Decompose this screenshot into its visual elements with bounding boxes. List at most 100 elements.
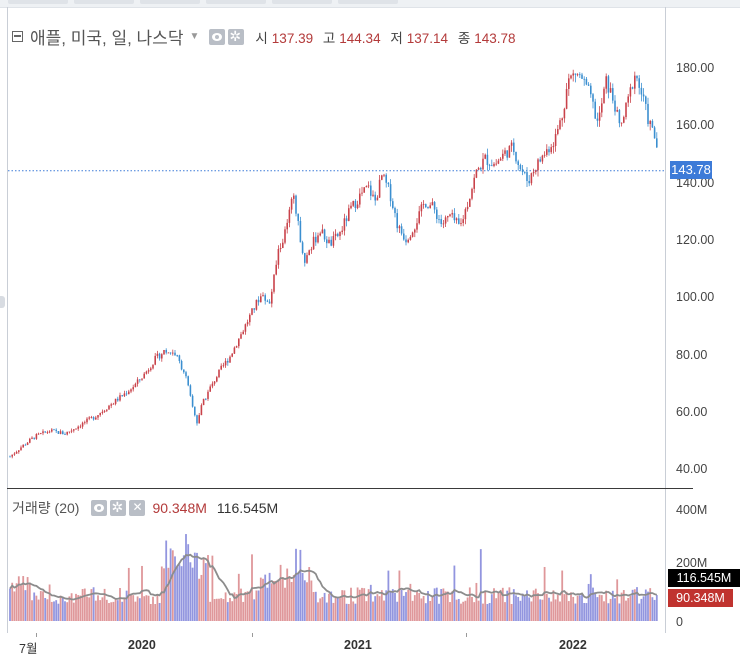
volume-bar — [154, 603, 157, 621]
candle-body — [251, 308, 253, 315]
candle-body — [150, 368, 152, 371]
volume-bar — [341, 590, 344, 621]
candle-body — [616, 110, 618, 112]
x-tick-label: 2020 — [128, 638, 156, 652]
volume-bar — [323, 592, 326, 621]
volume-bar — [653, 599, 656, 621]
candle-body — [233, 347, 236, 354]
eye-icon[interactable] — [91, 500, 108, 516]
y-tick-label: 160.00 — [676, 118, 715, 132]
gear-icon[interactable] — [110, 499, 127, 516]
candle-body — [288, 209, 291, 223]
volume-bar — [422, 596, 425, 621]
candle-body — [587, 84, 590, 86]
close-icon[interactable] — [129, 500, 146, 516]
volume-bar — [416, 591, 418, 621]
volume-bar — [178, 564, 181, 621]
candle-body — [308, 250, 310, 256]
volume-bar — [39, 591, 42, 621]
candle-body — [585, 78, 588, 85]
volume-bar — [620, 592, 623, 621]
candle-body — [163, 349, 165, 355]
volume-bar — [391, 589, 394, 621]
volume-title[interactable]: 거래량 (20) — [12, 500, 80, 516]
candle-body — [295, 195, 297, 214]
volume-bar — [589, 574, 592, 621]
volume-bar — [374, 596, 377, 621]
candle-body — [486, 154, 489, 165]
volume-bar — [33, 592, 36, 621]
volume-bar — [651, 597, 654, 621]
volume-bar — [134, 601, 137, 621]
volume-bar — [616, 579, 619, 621]
pane-separator[interactable] — [7, 488, 693, 489]
volume-bar — [119, 588, 121, 621]
candle-body — [645, 96, 647, 104]
candle-body — [319, 233, 321, 236]
volume-bar — [328, 593, 330, 621]
candle-body — [277, 249, 280, 265]
close-label: 종 — [457, 30, 471, 46]
chevron-down-icon[interactable]: ▼ — [189, 31, 200, 42]
volume-bar — [229, 597, 231, 621]
candle-body — [240, 334, 242, 339]
candle-body — [607, 76, 610, 93]
candle-body — [579, 74, 581, 76]
volume-bar — [213, 599, 216, 621]
gear-icon[interactable] — [228, 28, 245, 45]
top-tab[interactable] — [338, 0, 398, 4]
candle-body — [161, 354, 163, 359]
top-tab[interactable] — [272, 0, 332, 4]
volume-bar — [13, 591, 16, 621]
candle-body — [480, 167, 482, 170]
collapse-icon[interactable] — [12, 31, 23, 42]
candle-body — [73, 429, 75, 431]
volume-bar — [455, 599, 458, 621]
volume-bar — [534, 588, 537, 621]
candle-body — [473, 177, 475, 189]
side-resize-handle[interactable] — [0, 296, 5, 308]
volume-bar — [361, 587, 363, 621]
candle-body — [117, 398, 119, 401]
x-tick-label: 2022 — [559, 638, 587, 652]
candle-body — [176, 355, 178, 356]
close-value: 143.78 — [474, 30, 516, 46]
symbol-title[interactable]: 애플, 미국, 일, 나스닥 — [30, 29, 184, 48]
candle-body — [134, 383, 137, 388]
volume-bar — [303, 580, 306, 621]
volume-bar — [655, 595, 658, 621]
candle-body — [638, 78, 640, 88]
candle-body — [596, 118, 599, 121]
candle-body — [242, 331, 244, 335]
volume-bar — [642, 596, 645, 621]
top-tab[interactable] — [74, 0, 134, 4]
candle-body — [334, 233, 337, 237]
volume-bar — [185, 534, 187, 621]
top-tab[interactable] — [206, 0, 266, 4]
y-tick-label: 180.00 — [676, 61, 715, 75]
top-tab[interactable] — [8, 0, 68, 4]
candle-body — [656, 138, 658, 148]
candle-body — [187, 376, 189, 386]
candle-body — [431, 202, 434, 206]
volume-bar — [242, 601, 245, 621]
top-tab[interactable] — [140, 0, 200, 4]
candle-body — [524, 172, 526, 173]
eye-icon[interactable] — [209, 28, 226, 45]
candle-body — [455, 218, 458, 221]
volume-bar — [200, 574, 203, 621]
candle-body — [614, 100, 616, 112]
candle-body — [132, 387, 134, 390]
volume-bar — [343, 590, 346, 621]
candle-body — [623, 117, 625, 123]
high-label: 고 — [322, 30, 336, 46]
candle-body — [66, 431, 68, 435]
candle-body — [310, 249, 313, 251]
volume-bar — [79, 595, 82, 621]
candle-body — [546, 149, 548, 155]
candle-body — [367, 185, 370, 187]
candle-body — [332, 236, 335, 246]
volume-bar — [402, 595, 405, 621]
volume-bar — [438, 603, 440, 621]
